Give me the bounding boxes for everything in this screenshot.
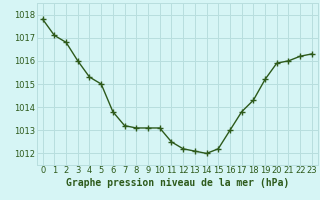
X-axis label: Graphe pression niveau de la mer (hPa): Graphe pression niveau de la mer (hPa): [66, 178, 289, 188]
